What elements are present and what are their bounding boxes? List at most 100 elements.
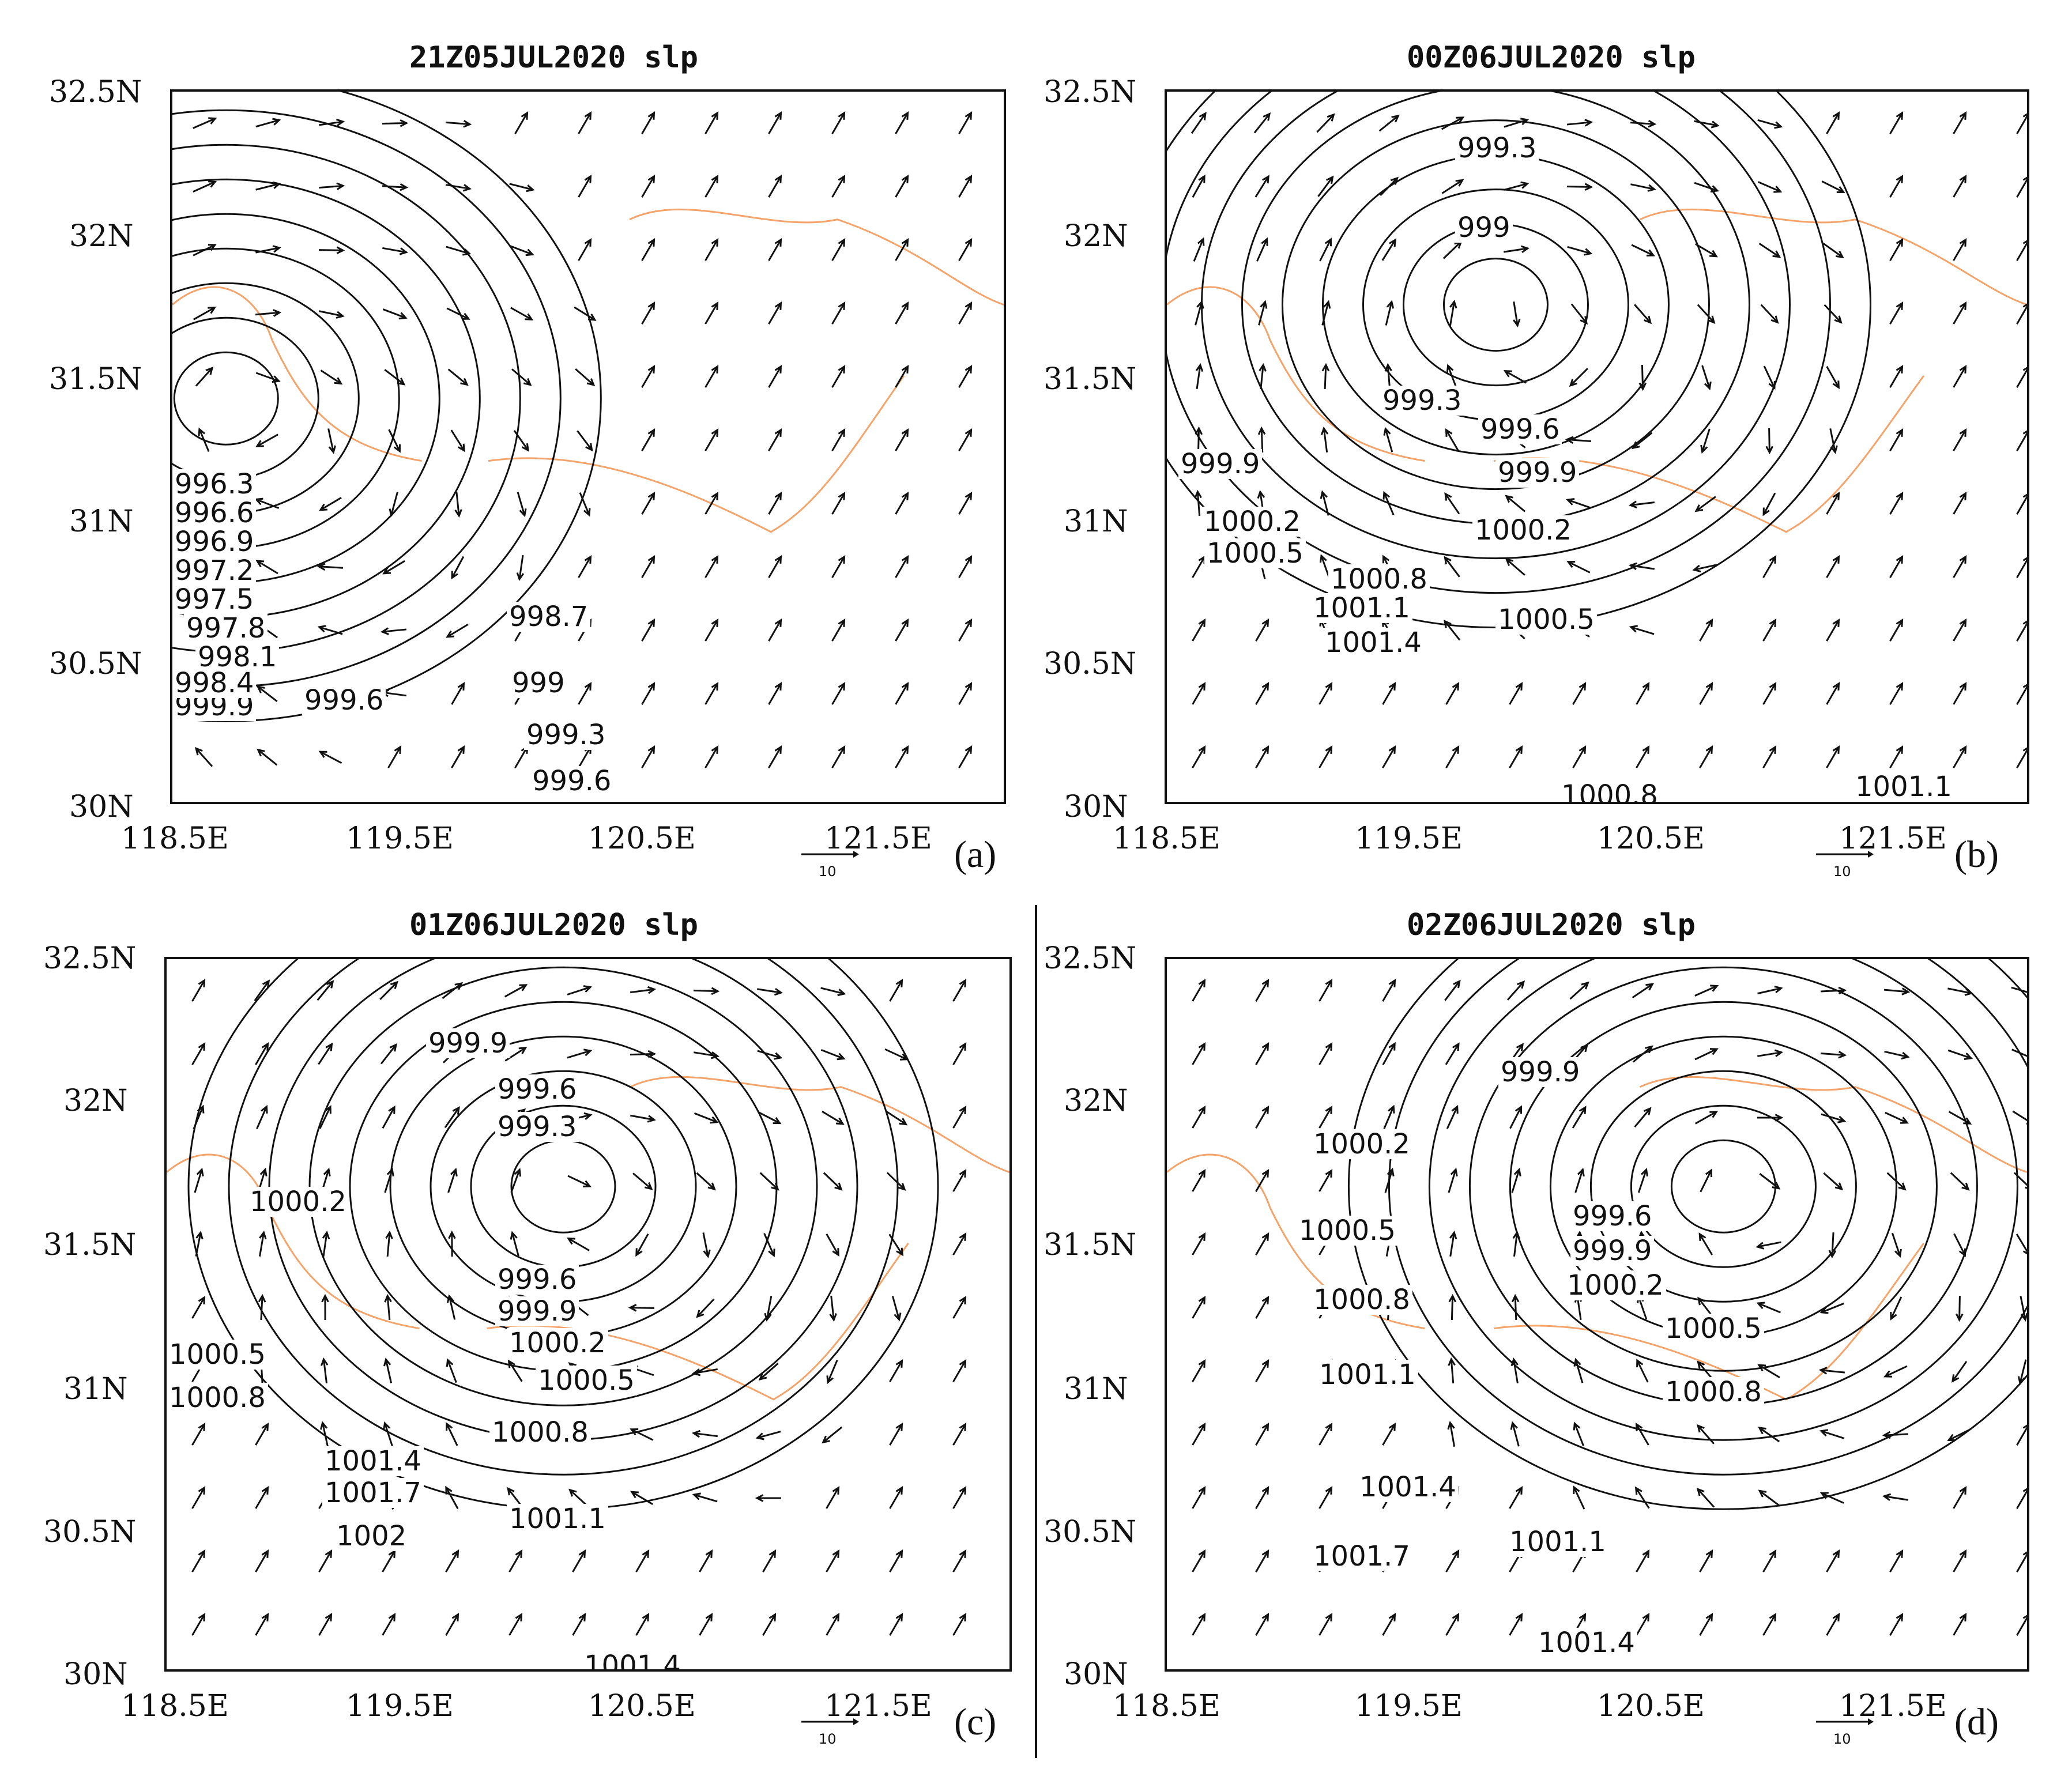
wind-vector [1698, 1232, 1713, 1255]
x-tick: 121.5E [824, 821, 932, 856]
panel-divider [1035, 905, 1037, 1758]
wind-vector [1889, 618, 1904, 642]
y-tick: 32N [69, 219, 134, 254]
wind-vector [385, 1230, 393, 1257]
wind-vector [1566, 561, 1591, 574]
wind-vector [1826, 111, 1840, 134]
wind-vector [1886, 1172, 1907, 1191]
wind-vector [445, 120, 472, 128]
wind-vector [2016, 747, 2027, 768]
wind-vector [191, 1295, 206, 1319]
wind-vector [705, 491, 719, 515]
wind-vector [1565, 436, 1592, 444]
wind-vector [2016, 113, 2027, 134]
wind-vector [1383, 1104, 1395, 1129]
wind-vector [445, 1612, 459, 1636]
wind-vector [1255, 1485, 1269, 1509]
wind-vector [1255, 1359, 1269, 1382]
reference-vector-label: 10 [819, 1731, 837, 1747]
wind-vector [1757, 119, 1783, 129]
wind-vector [1504, 118, 1529, 128]
wind-vector [1637, 1167, 1648, 1193]
wind-vector [255, 181, 281, 191]
wind-vector [508, 1549, 523, 1572]
wind-vector [705, 364, 719, 388]
contour-label: 999.6 [495, 1074, 579, 1104]
wind-vector [820, 1048, 846, 1061]
wind-vector [1755, 1241, 1781, 1250]
wind-vector [1192, 1232, 1206, 1255]
isobar-contour [1630, 1104, 1817, 1268]
wind-vector [958, 681, 973, 705]
wind-vector [1636, 1612, 1650, 1636]
wind-vector [952, 1105, 967, 1129]
wind-vector [191, 1549, 206, 1572]
wind-vector [952, 1359, 967, 1382]
wind-vector [1890, 1296, 1903, 1321]
wind-vector [1195, 426, 1203, 453]
isobar-contour [172, 92, 602, 722]
wind-vector [1572, 1106, 1587, 1129]
x-tick: 119.5E [1355, 821, 1463, 856]
wind-vector [952, 1232, 967, 1255]
wind-vector [1758, 1489, 1780, 1506]
wind-vector [510, 1168, 522, 1193]
wind-vector [895, 301, 909, 325]
wind-vector [1192, 1612, 1206, 1636]
wind-vector [1889, 681, 1904, 705]
wind-vector [1826, 681, 1840, 705]
wind-vector [567, 985, 593, 995]
wind-vector [692, 1368, 718, 1376]
wind-vector [757, 1050, 783, 1060]
isobar-contour [172, 316, 319, 480]
wind-vector [447, 368, 469, 386]
reference-vector: 10 [801, 847, 859, 880]
contour-label: 1001.4 [322, 1446, 424, 1476]
wind-vector [705, 745, 719, 768]
x-tick: 121.5E [824, 1689, 932, 1723]
wind-vector [1701, 365, 1712, 391]
contour-label: 1000.5 [536, 1366, 637, 1395]
wind-vector [255, 1422, 269, 1446]
wind-vector [1448, 1293, 1457, 1321]
wind-vector [1953, 681, 1967, 705]
y-tick: 30N [1064, 1657, 1128, 1692]
wind-vector [1572, 745, 1587, 768]
coastline [172, 208, 1004, 533]
wind-vector [1447, 1421, 1456, 1447]
wind-vector [510, 1231, 519, 1257]
wind-vector [318, 1549, 333, 1572]
wind-vector [768, 618, 782, 642]
wind-vector [382, 1612, 396, 1636]
map-frame: 999.9 1000.2 999.6 1000.5 999.9 1000.2 1… [1165, 957, 2029, 1672]
wind-vector [1381, 238, 1396, 261]
coastline [1167, 209, 2027, 533]
wind-vector [1378, 114, 1400, 132]
reference-vector: 10 [1816, 847, 1874, 880]
wind-vector [193, 307, 217, 320]
wind-vector [194, 1167, 204, 1193]
wind-vector [1826, 491, 1840, 515]
contour-label: 998.7 [507, 602, 591, 632]
wind-vector [1566, 183, 1593, 191]
wind-vector [320, 1357, 329, 1384]
wind-vector [1889, 111, 1904, 134]
wind-vector [1700, 1168, 1712, 1193]
wind-vector [2011, 1048, 2027, 1057]
wind-vector [952, 1168, 967, 1192]
wind-vector [641, 555, 655, 578]
wind-vector [1824, 304, 1843, 324]
wind-vector [1694, 985, 1719, 997]
wind-vector [2016, 557, 2027, 578]
wind-vector [1638, 364, 1647, 391]
y-tick: 30N [63, 1657, 128, 1692]
contour-label: 1000.8 [489, 1417, 591, 1447]
wind-vector [641, 364, 655, 388]
wind-vector [513, 429, 530, 452]
wind-vector [254, 979, 270, 1001]
panel-title: 00Z06JUL2020 slp [1407, 40, 1696, 75]
wind-vector [1756, 1302, 1781, 1314]
contour-label: 999.6 [530, 766, 614, 796]
x-tick: 118.5E [1113, 1689, 1220, 1723]
wind-vector [1763, 365, 1776, 390]
